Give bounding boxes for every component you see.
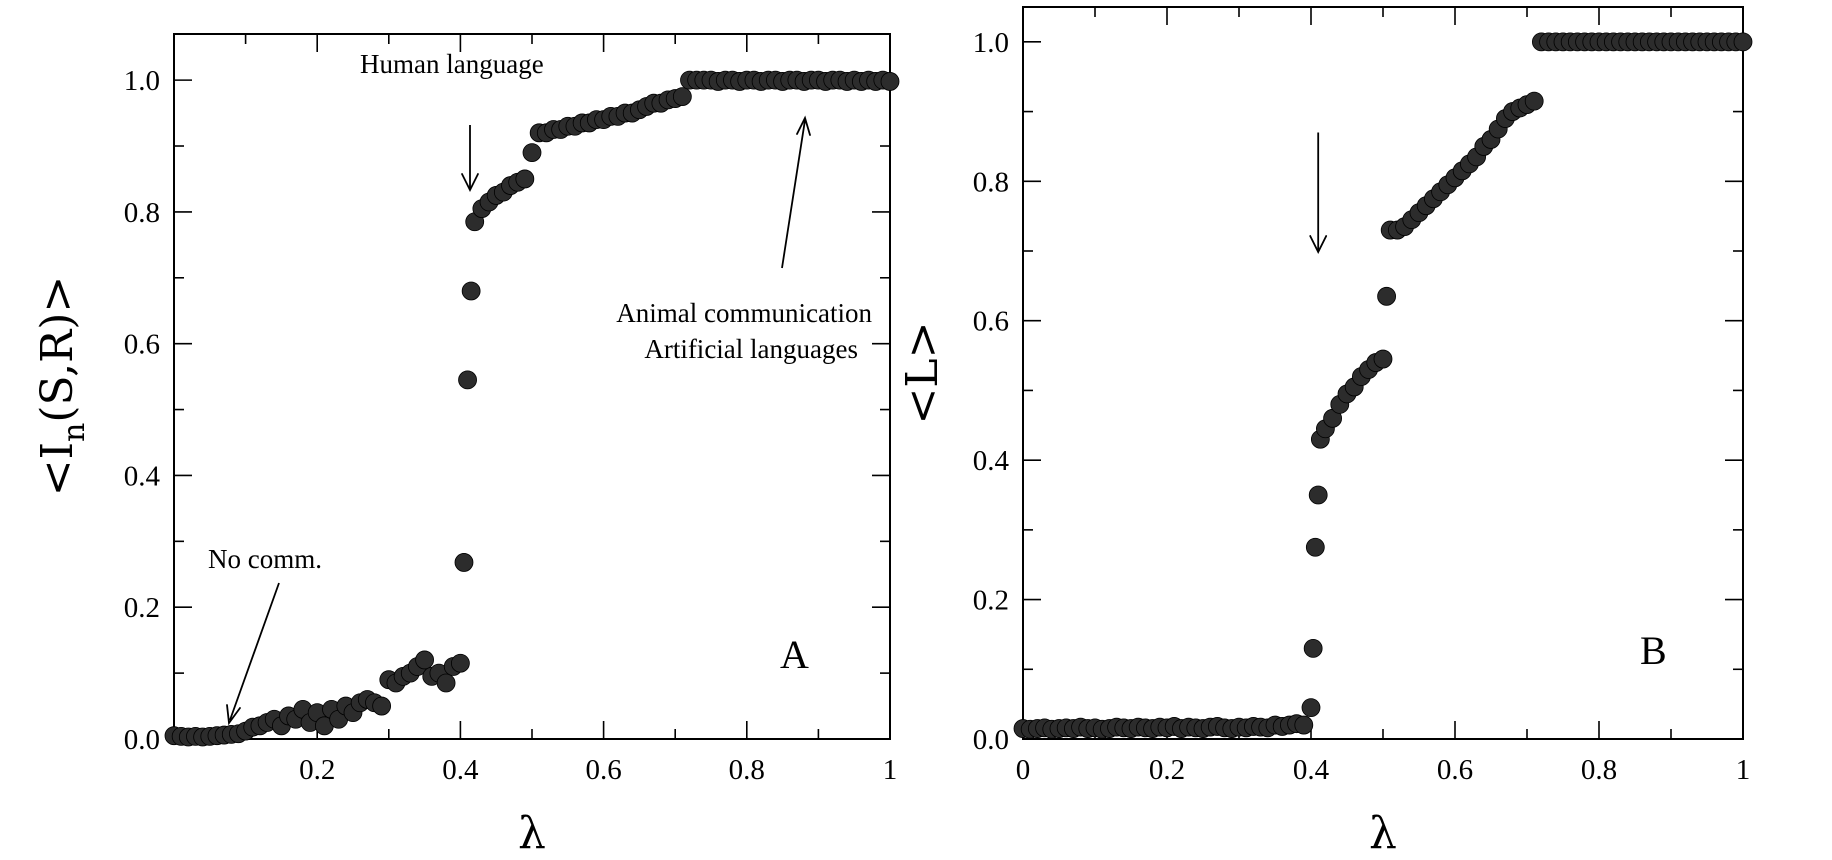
panel-b-xtick-label: 0.8	[1581, 754, 1617, 786]
panel-a-ylabel: <In(S,R)>	[32, 276, 92, 496]
panel-b-xtick-label: 0.2	[1149, 754, 1185, 786]
panel-a-ytick-label: 0.4	[124, 460, 161, 492]
panel-a-xlabel: λ	[518, 808, 546, 859]
panel-a-data-point	[880, 72, 900, 91]
panel-a-xtick-label: 0.6	[585, 754, 621, 786]
panel-a-label: A	[780, 632, 809, 677]
panel-a-ytick-label: 0.0	[124, 724, 160, 756]
panel-b-xtick-label: 1	[1736, 754, 1751, 786]
panel-b-arrow-head	[1309, 235, 1328, 255]
panel-b-ticks	[1022, 7, 1744, 740]
panel-b-data-point	[1377, 286, 1396, 306]
panel-a-data-point	[522, 143, 542, 162]
arrow-human-language-head	[461, 173, 479, 193]
panel-a-ytick-label: 1.0	[124, 65, 160, 97]
panel-b-xtick-label: 0.6	[1437, 754, 1473, 786]
panel-a-data-point	[515, 169, 535, 189]
panel-b-ylabel: <L>	[897, 322, 948, 425]
panel-b-data-point	[1308, 485, 1328, 505]
panel-b-ytick-label: 0.6	[973, 306, 1009, 338]
panel-b-data-point	[1303, 638, 1323, 658]
panel-a-data-point	[461, 281, 481, 301]
panel-a-data-point	[672, 87, 692, 106]
panel-a: 0.2 0.4 0.6 0.8 1 0.0 0.2 0.4 0.6 0.8 1.0 λ <In(S,…	[32, 33, 900, 859]
panel-b-data-point	[1294, 715, 1314, 735]
panel-a-data-point	[415, 650, 435, 670]
panel-b-ytick-label: 0.2	[973, 585, 1009, 617]
panel-a-xtick-label: 1	[883, 754, 898, 786]
panel-a-data-points	[164, 70, 900, 747]
panel-b-ytick-label: 0.4	[973, 445, 1010, 477]
panel-a-data-point	[454, 553, 474, 572]
panel-b-tick-labels: 0 0.2 0.4 0.6 0.8 1 0.0 0.2 0.4 0.6 0.8 1.0	[973, 27, 1751, 786]
panel-b-data-points	[1013, 32, 1753, 739]
arrow-no-comm	[229, 582, 280, 721]
panel-a-data-point	[436, 673, 456, 693]
panel-a-xtick-label: 0.8	[729, 754, 765, 786]
panel-b-xtick-label: 0	[1016, 754, 1031, 786]
panel-b-data-point	[1301, 698, 1321, 718]
panel-b-label: B	[1640, 628, 1667, 673]
panel-b: 0 0.2 0.4 0.6 0.8 1 0.0 0.2 0.4 0.6 0.8 1.0 λ <L> B	[897, 6, 1753, 859]
panel-b-plot-frame	[1022, 6, 1744, 740]
panel-a-data-point	[450, 653, 470, 673]
panel-b-data-point	[1524, 91, 1544, 111]
annotation-artificial-languages: Artificial languages	[644, 334, 858, 364]
panel-a-ytick-label: 0.6	[124, 329, 160, 361]
panel-b-xlabel: λ	[1369, 808, 1397, 859]
panel-b-data-point	[1373, 349, 1393, 369]
annotation-no-comm: No comm.	[208, 544, 322, 574]
panel-a-ytick-label: 0.2	[124, 592, 160, 624]
arrow-animal-communication	[781, 119, 806, 269]
panel-a-data-point	[458, 370, 477, 390]
annotation-human-language: Human language	[360, 49, 544, 79]
panel-a-ylabel-subscript: n	[57, 423, 92, 442]
panel-a-ticks	[174, 34, 891, 740]
panel-a-tick-labels: 0.2 0.4 0.6 0.8 1 0.0 0.2 0.4 0.6 0.8 1.0	[124, 65, 898, 786]
panel-b-ytick-label: 1.0	[973, 27, 1009, 59]
panel-a-xtick-label: 0.2	[299, 754, 335, 786]
arrow-no-comm-head	[226, 704, 241, 726]
panel-a-ytick-label: 0.8	[124, 197, 160, 229]
annotation-animal-communication: Animal communication	[616, 298, 872, 328]
panel-a-ylabel-main: <I	[32, 442, 83, 496]
panel-b-xtick-label: 0.4	[1293, 754, 1330, 786]
panel-b-data-point	[1305, 537, 1325, 557]
panel-b-ytick-label: 0.8	[973, 166, 1009, 198]
panel-b-data-point	[1733, 32, 1753, 52]
panel-a-xtick-label: 0.4	[442, 754, 479, 786]
arrow-animal-communication-head	[796, 115, 811, 136]
panel-b-ytick-label: 0.0	[973, 724, 1009, 756]
panel-a-data-point	[372, 696, 392, 716]
panel-a-ylabel-rest: (S,R)>	[32, 276, 83, 423]
